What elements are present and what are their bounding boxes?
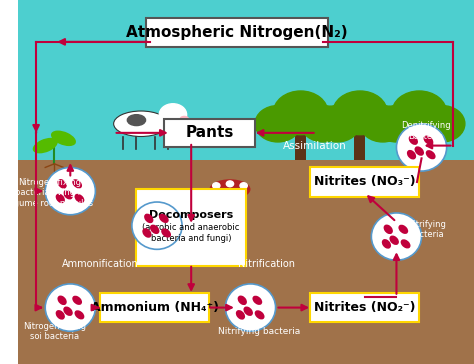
Ellipse shape bbox=[226, 284, 275, 331]
FancyBboxPatch shape bbox=[295, 116, 306, 160]
Text: Nitrifying
bacteria: Nitrifying bacteria bbox=[407, 219, 446, 239]
Ellipse shape bbox=[45, 284, 95, 331]
Ellipse shape bbox=[128, 115, 146, 126]
Ellipse shape bbox=[237, 296, 247, 305]
Ellipse shape bbox=[180, 116, 189, 121]
FancyBboxPatch shape bbox=[310, 293, 419, 322]
Circle shape bbox=[226, 181, 234, 187]
Ellipse shape bbox=[64, 190, 73, 199]
Circle shape bbox=[419, 106, 465, 142]
Text: Nitrogen-fixing
bacteria living in
legume root nodules: Nitrogen-fixing bacteria living in legum… bbox=[6, 178, 93, 208]
Ellipse shape bbox=[390, 236, 399, 245]
FancyBboxPatch shape bbox=[146, 18, 328, 47]
Ellipse shape bbox=[236, 310, 245, 320]
Ellipse shape bbox=[382, 239, 391, 249]
FancyBboxPatch shape bbox=[223, 189, 237, 209]
Circle shape bbox=[159, 104, 187, 126]
Ellipse shape bbox=[426, 150, 436, 159]
FancyBboxPatch shape bbox=[137, 189, 246, 266]
Circle shape bbox=[213, 183, 220, 189]
Circle shape bbox=[255, 106, 301, 142]
Ellipse shape bbox=[159, 214, 169, 223]
Text: Ammonification: Ammonification bbox=[62, 259, 138, 269]
FancyBboxPatch shape bbox=[18, 0, 474, 164]
Ellipse shape bbox=[144, 214, 154, 223]
Text: Decomposers: Decomposers bbox=[149, 210, 233, 220]
Ellipse shape bbox=[57, 179, 67, 189]
Ellipse shape bbox=[150, 225, 159, 234]
Ellipse shape bbox=[383, 225, 393, 234]
Ellipse shape bbox=[64, 306, 73, 316]
Ellipse shape bbox=[371, 213, 421, 260]
Text: Denitrifying
Bacteria: Denitrifying Bacteria bbox=[401, 121, 451, 141]
Text: Ammonium (NH₄⁺): Ammonium (NH₄⁺) bbox=[91, 301, 219, 314]
Ellipse shape bbox=[407, 150, 416, 159]
Circle shape bbox=[374, 106, 419, 142]
Ellipse shape bbox=[33, 138, 58, 153]
Circle shape bbox=[360, 106, 406, 142]
FancyBboxPatch shape bbox=[355, 116, 365, 160]
Circle shape bbox=[314, 106, 360, 142]
Ellipse shape bbox=[132, 202, 182, 249]
Circle shape bbox=[333, 91, 387, 135]
Ellipse shape bbox=[255, 310, 264, 320]
Ellipse shape bbox=[210, 179, 250, 199]
Text: Nitrifying bacteria: Nitrifying bacteria bbox=[219, 327, 301, 336]
FancyBboxPatch shape bbox=[100, 293, 210, 322]
Ellipse shape bbox=[161, 228, 171, 238]
Ellipse shape bbox=[114, 111, 168, 136]
Text: Nitrification: Nitrification bbox=[238, 259, 295, 269]
Text: Assimilation: Assimilation bbox=[283, 141, 346, 151]
Text: (aerobic and anaerobic
bacteria and fungi): (aerobic and anaerobic bacteria and fung… bbox=[143, 223, 240, 243]
Text: Nitrites (NO₃⁻): Nitrites (NO₃⁻) bbox=[314, 175, 415, 189]
FancyBboxPatch shape bbox=[414, 116, 425, 160]
Text: Atmospheric Nitrogen(N₂): Atmospheric Nitrogen(N₂) bbox=[126, 25, 347, 40]
Ellipse shape bbox=[401, 239, 410, 249]
Ellipse shape bbox=[72, 179, 82, 189]
Circle shape bbox=[240, 183, 247, 189]
FancyBboxPatch shape bbox=[310, 167, 419, 197]
Ellipse shape bbox=[244, 306, 253, 316]
Ellipse shape bbox=[74, 194, 84, 203]
Ellipse shape bbox=[142, 228, 152, 238]
Text: Pants: Pants bbox=[185, 125, 234, 141]
Ellipse shape bbox=[74, 310, 84, 320]
Circle shape bbox=[392, 91, 447, 135]
Text: Nitrogen-fixing
soi bacteria: Nitrogen-fixing soi bacteria bbox=[23, 321, 86, 341]
Ellipse shape bbox=[253, 296, 262, 305]
Ellipse shape bbox=[55, 194, 65, 203]
Ellipse shape bbox=[72, 296, 82, 305]
Ellipse shape bbox=[409, 135, 418, 145]
Ellipse shape bbox=[51, 131, 76, 146]
Ellipse shape bbox=[55, 310, 65, 320]
Ellipse shape bbox=[396, 124, 447, 171]
Ellipse shape bbox=[423, 135, 433, 145]
Ellipse shape bbox=[399, 225, 408, 234]
Ellipse shape bbox=[57, 296, 67, 305]
Ellipse shape bbox=[415, 146, 424, 156]
Circle shape bbox=[273, 91, 328, 135]
FancyBboxPatch shape bbox=[18, 160, 474, 364]
FancyBboxPatch shape bbox=[164, 119, 255, 146]
Text: Nitrites (NO₂⁻): Nitrites (NO₂⁻) bbox=[314, 301, 415, 314]
Ellipse shape bbox=[45, 167, 95, 215]
Circle shape bbox=[301, 106, 346, 142]
